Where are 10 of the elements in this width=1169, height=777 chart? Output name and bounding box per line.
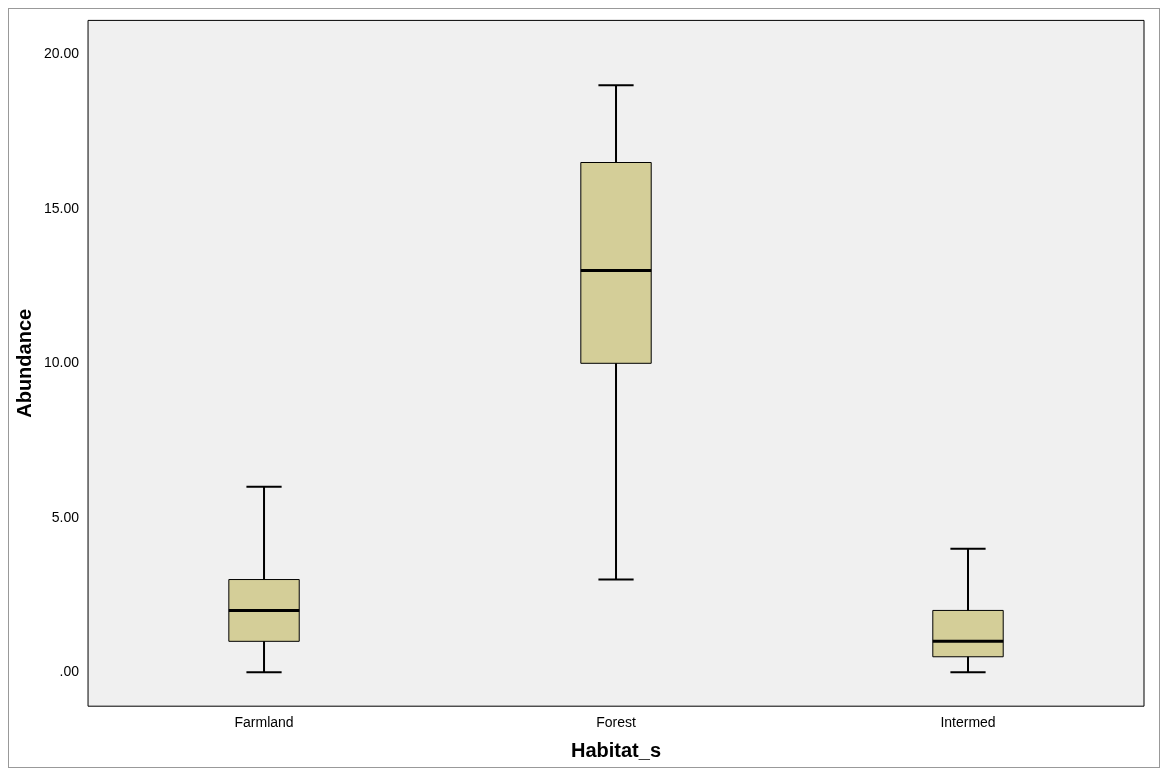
y-axis-title: Abundance bbox=[12, 308, 35, 418]
y-tick-label: .00 bbox=[59, 663, 80, 680]
x-axis-title: Habitat_s bbox=[571, 738, 662, 761]
x-tick-label: Forest bbox=[596, 714, 636, 731]
x-tick-label: Intermed bbox=[940, 714, 996, 731]
x-tick-label: Farmland bbox=[234, 714, 294, 731]
y-tick-label: 5.00 bbox=[51, 508, 80, 525]
y-tick-label: 10.00 bbox=[43, 354, 80, 371]
y-tick-label: 15.00 bbox=[43, 199, 80, 216]
y-tick-label: 20.00 bbox=[43, 45, 80, 62]
